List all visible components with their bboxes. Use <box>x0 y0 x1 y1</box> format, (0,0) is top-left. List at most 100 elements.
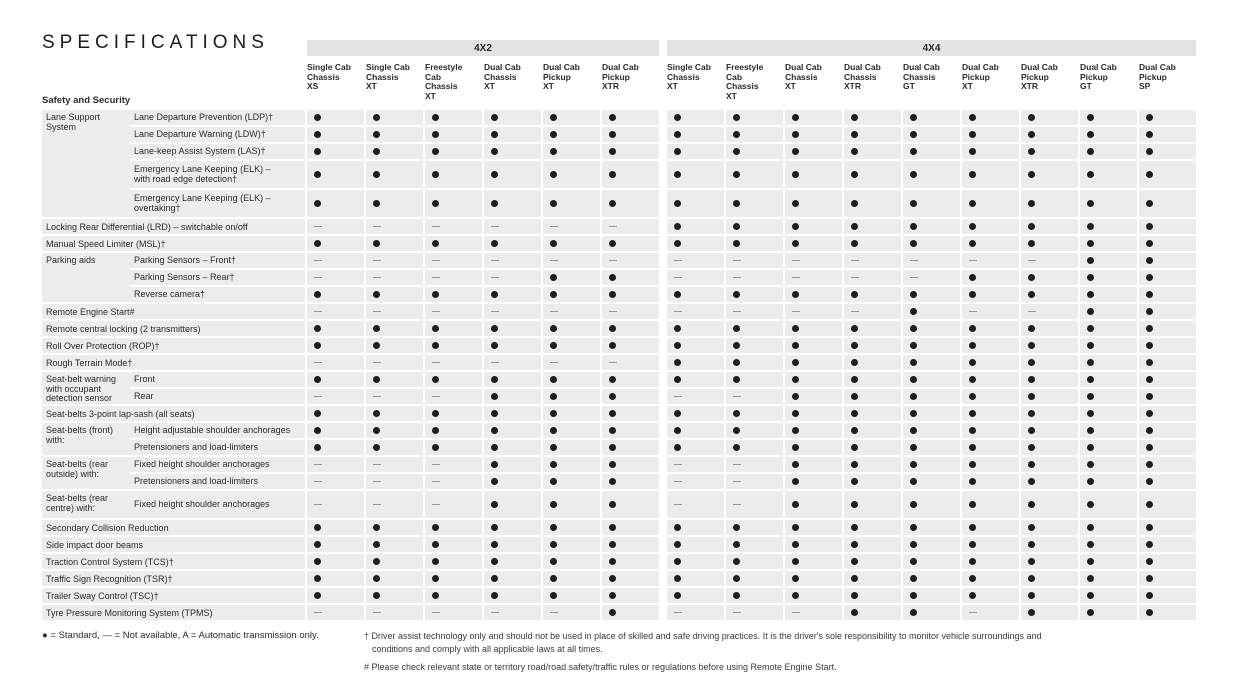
standard-dot-icon <box>1087 274 1094 281</box>
spec-cell <box>903 491 960 518</box>
standard-dot-icon <box>733 359 740 366</box>
spec-cell <box>425 571 482 586</box>
spec-cell <box>602 127 659 142</box>
standard-dot-icon <box>432 410 439 417</box>
spec-cell <box>366 144 423 159</box>
spec-cell <box>1021 190 1078 217</box>
row-label: Emergency Lane Keeping (ELK) – with road… <box>130 161 305 188</box>
spec-cell <box>602 190 659 217</box>
spec-cell <box>844 605 901 620</box>
spec-cell <box>1139 338 1196 353</box>
footer: ● = Standard, — = Not available, A = Aut… <box>42 630 1202 674</box>
standard-dot-icon <box>550 501 557 508</box>
not-available-dash-icon <box>373 362 381 363</box>
spec-cell <box>425 423 482 438</box>
spec-cell <box>667 127 724 142</box>
standard-dot-icon <box>1146 393 1153 400</box>
spec-cell <box>366 287 423 302</box>
standard-dot-icon <box>491 342 498 349</box>
spec-row-group: Traffic Sign Recognition (TSR)† <box>42 571 1198 588</box>
standard-dot-icon <box>792 171 799 178</box>
standard-dot-icon <box>1087 359 1094 366</box>
spec-cell <box>726 236 783 251</box>
spec-cell <box>667 389 724 404</box>
spec-cell <box>543 219 600 234</box>
standard-dot-icon <box>609 200 616 207</box>
standard-dot-icon <box>674 114 681 121</box>
standard-dot-icon <box>674 240 681 247</box>
spec-cell <box>543 338 600 353</box>
spec-row-group: Remote Engine Start# <box>42 304 1198 321</box>
spec-row-group: Side impact door beams <box>42 537 1198 554</box>
spec-row: Rough Terrain Mode† <box>42 355 1198 370</box>
standard-dot-icon <box>969 359 976 366</box>
spec-cell <box>785 253 842 268</box>
standard-dot-icon <box>1146 575 1153 582</box>
spec-cell <box>602 110 659 125</box>
spec-cell <box>543 389 600 404</box>
spec-cell <box>602 144 659 159</box>
spec-cell <box>785 605 842 620</box>
spec-cell <box>844 190 901 217</box>
not-available-dash-icon <box>674 277 682 278</box>
row-label: Lane Departure Warning (LDW)† <box>130 127 305 142</box>
standard-dot-icon <box>969 325 976 332</box>
spec-cell <box>1139 605 1196 620</box>
spec-cell <box>307 571 364 586</box>
row-label: Manual Speed Limiter (MSL)† <box>42 236 305 251</box>
standard-dot-icon <box>910 308 917 315</box>
standard-dot-icon <box>1028 427 1035 434</box>
standard-dot-icon <box>969 524 976 531</box>
standard-dot-icon <box>1028 541 1035 548</box>
spec-cell <box>425 287 482 302</box>
standard-dot-icon <box>1028 171 1035 178</box>
spec-cell <box>1139 161 1196 188</box>
spec-cell <box>667 253 724 268</box>
standard-dot-icon <box>674 427 681 434</box>
spec-cell <box>844 253 901 268</box>
standard-dot-icon <box>432 558 439 565</box>
spec-row-group: Manual Speed Limiter (MSL)† <box>42 236 1198 253</box>
not-available-dash-icon <box>373 311 381 312</box>
spec-cell <box>602 338 659 353</box>
spec-row: Fixed height shoulder anchorages <box>130 457 1198 472</box>
not-available-dash-icon <box>373 277 381 278</box>
spec-cell <box>1021 491 1078 518</box>
standard-dot-icon <box>1087 171 1094 178</box>
standard-dot-icon <box>910 342 917 349</box>
spec-row-group: Locking Rear Differential (LRD) – switch… <box>42 219 1198 236</box>
not-available-dash-icon <box>851 277 859 278</box>
standard-dot-icon <box>432 541 439 548</box>
spec-cell <box>726 355 783 370</box>
standard-dot-icon <box>792 461 799 468</box>
spec-cell <box>844 144 901 159</box>
standard-dot-icon <box>792 342 799 349</box>
standard-dot-icon <box>491 410 498 417</box>
standard-dot-icon <box>1146 257 1153 264</box>
standard-dot-icon <box>373 444 380 451</box>
spec-row: Pretensioners and load-limiters <box>130 474 1198 489</box>
spec-cell <box>366 110 423 125</box>
row-label: Front <box>130 372 305 387</box>
spec-cell <box>667 554 724 569</box>
row-label: Fixed height shoulder anchorages <box>130 491 305 518</box>
spec-cell <box>903 161 960 188</box>
standard-dot-icon <box>314 240 321 247</box>
spec-cell <box>962 554 1019 569</box>
spec-cell <box>366 554 423 569</box>
spec-cell <box>366 588 423 603</box>
spec-cell <box>425 190 482 217</box>
standard-dot-icon <box>851 291 858 298</box>
standard-dot-icon <box>851 461 858 468</box>
standard-dot-icon <box>609 575 616 582</box>
standard-dot-icon <box>792 148 799 155</box>
standard-dot-icon <box>550 131 557 138</box>
spec-row-group: Lane Support System Lane Departure Preven… <box>42 110 1198 219</box>
standard-dot-icon <box>314 410 321 417</box>
spec-cell <box>726 161 783 188</box>
standard-dot-icon <box>373 291 380 298</box>
standard-dot-icon <box>851 223 858 230</box>
spec-cell <box>543 161 600 188</box>
spec-cell <box>785 355 842 370</box>
spec-row: Remote central locking (2 transmitters) <box>42 321 1198 336</box>
